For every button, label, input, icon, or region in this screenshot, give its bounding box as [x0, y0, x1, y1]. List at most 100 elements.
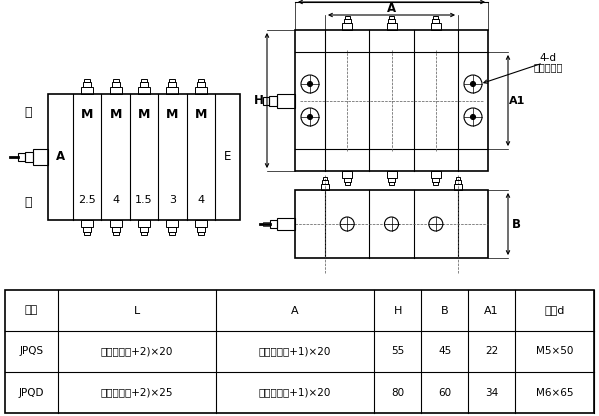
Bar	[138, 220, 150, 227]
Bar	[386, 171, 397, 178]
Bar	[195, 220, 207, 227]
Bar	[110, 220, 122, 227]
Text: JPQS: JPQS	[19, 347, 43, 357]
Bar	[269, 96, 277, 106]
Bar	[321, 184, 329, 190]
Text: 左: 左	[24, 196, 32, 208]
Bar	[263, 97, 269, 104]
Bar	[263, 222, 270, 226]
Text: （安装孔）: （安装孔）	[533, 62, 562, 72]
Text: 45: 45	[438, 347, 451, 357]
Text: 型号: 型号	[25, 305, 38, 315]
Bar	[277, 218, 295, 230]
Bar	[195, 87, 207, 94]
Bar	[295, 30, 488, 171]
Bar	[170, 79, 176, 82]
Circle shape	[470, 114, 476, 119]
Bar	[322, 180, 328, 184]
Bar	[111, 227, 120, 232]
Bar	[342, 171, 352, 178]
Bar	[277, 94, 295, 107]
Text: 4: 4	[112, 195, 119, 205]
Bar	[323, 177, 327, 180]
Bar	[432, 178, 439, 182]
Bar	[433, 182, 438, 185]
Bar	[83, 82, 91, 87]
Text: H: H	[254, 94, 264, 107]
Text: 55: 55	[391, 347, 404, 357]
Text: E: E	[224, 151, 231, 163]
Text: 3: 3	[169, 195, 176, 205]
Bar	[270, 220, 277, 228]
Text: A: A	[291, 305, 299, 315]
Text: M: M	[166, 107, 179, 121]
Bar	[342, 23, 352, 30]
Bar	[388, 178, 395, 182]
Bar	[168, 227, 176, 232]
Bar	[455, 180, 461, 184]
Bar	[167, 87, 179, 94]
Bar	[388, 19, 395, 23]
Bar	[141, 79, 147, 82]
Text: L: L	[134, 305, 140, 315]
Bar	[84, 79, 90, 82]
Bar	[138, 87, 150, 94]
Bar	[454, 184, 462, 190]
Bar	[344, 16, 350, 19]
Bar	[168, 82, 176, 87]
Circle shape	[307, 82, 313, 87]
Text: （工作块数+1)×20: （工作块数+1)×20	[259, 387, 331, 398]
Bar	[113, 232, 119, 235]
Text: A: A	[387, 2, 396, 15]
Bar	[197, 82, 205, 87]
Text: A: A	[56, 151, 65, 163]
Text: B: B	[441, 305, 449, 315]
Bar	[5, 290, 594, 413]
Text: 右: 右	[24, 106, 32, 119]
Bar	[33, 149, 48, 165]
Text: H: H	[394, 305, 402, 315]
Bar	[110, 87, 122, 94]
Text: 60: 60	[438, 387, 451, 398]
Bar	[81, 87, 93, 94]
Text: M: M	[110, 107, 122, 121]
Bar	[433, 16, 438, 19]
Bar	[140, 227, 148, 232]
Bar	[18, 153, 25, 161]
Text: 1.5: 1.5	[135, 195, 153, 205]
Text: 34: 34	[485, 387, 498, 398]
Bar	[84, 232, 90, 235]
Text: M6×65: M6×65	[536, 387, 573, 398]
Circle shape	[470, 82, 476, 87]
Text: B: B	[512, 218, 521, 230]
Bar	[344, 19, 350, 23]
Text: M5×50: M5×50	[536, 347, 573, 357]
Bar	[83, 227, 91, 232]
Bar	[456, 177, 460, 180]
Text: 22: 22	[485, 347, 498, 357]
Text: A1: A1	[484, 305, 499, 315]
Bar	[113, 79, 119, 82]
Text: M: M	[81, 107, 93, 121]
Bar	[111, 82, 120, 87]
Text: M: M	[195, 107, 207, 121]
Text: 螺钉d: 螺钉d	[544, 305, 565, 315]
Bar	[141, 232, 147, 235]
Text: 2.5: 2.5	[78, 195, 96, 205]
Bar	[431, 23, 441, 30]
Text: JPQD: JPQD	[19, 387, 44, 398]
Bar	[170, 232, 176, 235]
Bar	[344, 178, 350, 182]
Text: 80: 80	[391, 387, 404, 398]
Text: 4: 4	[197, 195, 204, 205]
Bar	[389, 182, 394, 185]
Text: A1: A1	[509, 96, 525, 106]
Bar	[389, 16, 394, 19]
Text: M: M	[138, 107, 150, 121]
Bar	[198, 232, 204, 235]
Bar	[198, 79, 204, 82]
Bar	[81, 220, 93, 227]
Text: （工作块数+1)×20: （工作块数+1)×20	[259, 347, 331, 357]
Bar	[386, 23, 397, 30]
Bar	[432, 19, 439, 23]
